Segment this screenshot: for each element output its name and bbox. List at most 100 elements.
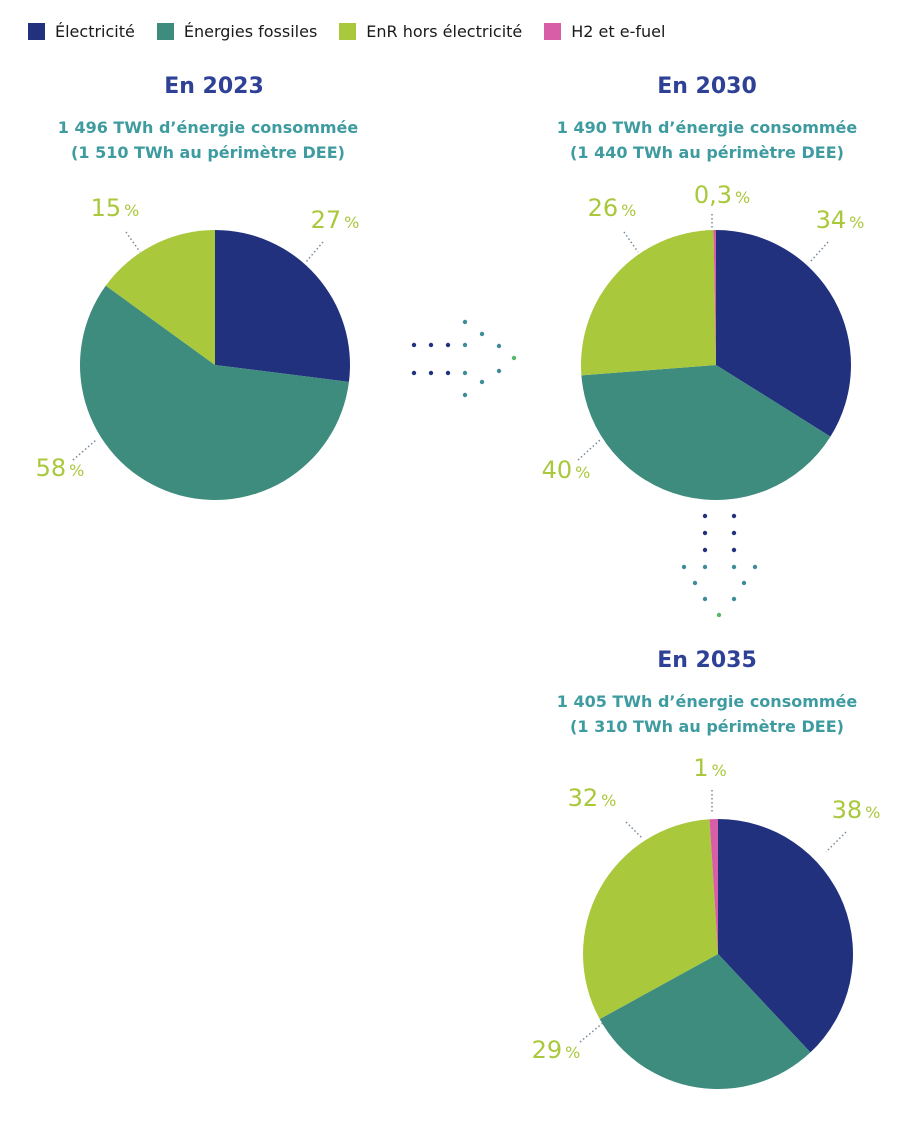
pie-2023-slice-enr: [105, 230, 215, 365]
pie-2023: 27 %58 %15%: [36, 194, 360, 500]
pie-2023-slice-fossiles: [80, 285, 349, 500]
arrow-down-dot: [752, 564, 758, 570]
pie-2035: 38 %29 %32 %1%: [532, 754, 881, 1089]
arrow-down-dot: [702, 564, 708, 570]
chart-subtitle-2035-line2: (1 310 TWh au périmètre DEE): [570, 717, 844, 736]
pie-2035-label-electricite-value: 38: [832, 796, 863, 824]
arrow-right-dot: [462, 392, 468, 398]
arrow-down-dot: [731, 513, 737, 519]
pie-2030-leader-enr: [623, 231, 639, 253]
pie-2030-label-h2-unit: %: [735, 188, 750, 207]
legend-label-fossiles: Énergies fossiles: [183, 22, 318, 41]
chart-subtitle-2030: 1 490 TWh d’énergie consommée (1 440 TWh…: [537, 115, 877, 165]
pie-2023-label-enr-value: 15: [91, 194, 122, 222]
pie-2023-label-enr-unit: %: [124, 201, 139, 220]
legend-swatch-enr: [339, 23, 357, 40]
pie-2023-label-fossiles-unit: %: [69, 461, 84, 480]
legend-item-h2: H2 et e-fuel: [544, 22, 665, 41]
pie-2030-label-enr: 26%: [588, 194, 637, 222]
pie-2030: 34 %40 %26 %0,3%: [542, 181, 865, 500]
arrow-down-dot: [716, 612, 722, 618]
arrow-down-dot: [702, 547, 708, 553]
pie-2023-label-fossiles-value: 58: [36, 454, 67, 482]
pie-2035-leader-electricite: [825, 831, 847, 853]
arrow-down-dot: [731, 596, 737, 602]
pie-2035-label-enr-value: 32: [568, 784, 599, 812]
pie-2023-label-enr: 15%: [91, 194, 140, 222]
arrow-down-dot: [731, 530, 737, 536]
arrow-right-dot: [445, 342, 451, 348]
arrow-down-dot: [692, 580, 698, 586]
chart-subtitle-2023-line1: 1 496 TWh d’énergie consommée: [57, 118, 359, 137]
pie-2030-label-enr-unit: %: [621, 201, 636, 220]
legend-item-fossiles: Énergies fossiles: [156, 22, 318, 41]
legend-swatch-electricite: [28, 23, 45, 40]
arrow-down-dot: [681, 564, 687, 570]
pie-2035-leader-enr: [625, 821, 643, 839]
pie-2030-label-fossiles-value: 40: [542, 456, 573, 484]
arrow-down-dot: [702, 596, 708, 602]
legend-item-enr: EnR hors électricité: [339, 22, 522, 41]
pie-2035-slice-enr: [583, 819, 718, 1020]
pie-2030-leader-electricite: [809, 241, 829, 263]
chart-subtitle-2023: 1 496 TWh d’énergie consommée (1 510 TWh…: [38, 115, 378, 165]
arrow-right-dot: [496, 368, 502, 374]
pie-2035-label-fossiles: 29%: [532, 1036, 581, 1064]
pie-2035-label-fossiles-value: 29: [532, 1036, 563, 1064]
legend-label-h2: H2 et e-fuel: [571, 22, 666, 41]
arrow-right-dot: [462, 319, 468, 325]
arrow-right-dot: [411, 370, 417, 376]
arrow-right-dot: [462, 342, 468, 348]
pie-2030-label-fossiles-unit: %: [575, 463, 590, 482]
chart-subtitle-2030-line1: 1 490 TWh d’énergie consommée: [556, 118, 858, 137]
pie-2023-leader-enr: [125, 231, 141, 253]
pie-2030-slice-h2: [713, 229, 716, 365]
pie-2030-label-h2: 0,3%: [694, 181, 750, 209]
legend: Électricité Énergies fossiles EnR hors é…: [28, 22, 687, 41]
chart-title-2035: En 2035: [657, 648, 757, 673]
arrow-right-dot: [479, 331, 485, 337]
chart-subtitle-2035-line1: 1 405 TWh d’énergie consommée: [556, 692, 858, 711]
chart-subtitle-2030-line2: (1 440 TWh au périmètre DEE): [570, 143, 844, 162]
legend-item-electricite: Électricité: [28, 22, 135, 41]
pie-2035-label-h2-unit: %: [712, 761, 727, 780]
pie-2030-slice-electricite: [716, 230, 851, 437]
arrow-right-dot: [511, 355, 517, 361]
pie-2030-label-electricite-unit: %: [849, 213, 864, 232]
pie-2035-slice-fossiles: [599, 954, 811, 1089]
pie-2030-slice-fossiles: [581, 365, 831, 500]
pie-2023-label-electricite-value: 27: [311, 206, 342, 234]
arrow-down-dot: [741, 580, 747, 586]
chart-subtitle-2035: 1 405 TWh d’énergie consommée (1 310 TWh…: [537, 689, 877, 739]
pie-2035-slice-h2: [709, 819, 718, 954]
pie-2030-leader-fossiles: [577, 439, 601, 461]
arrow-right-dot: [445, 370, 451, 376]
arrow-right-dot: [496, 343, 502, 349]
pie-2035-label-electricite: 38%: [832, 796, 881, 824]
pie-2030-label-electricite: 34%: [816, 206, 865, 234]
pie-2030-label-h2-value: 0,3: [694, 181, 732, 209]
pie-2035-label-enr-unit: %: [601, 791, 616, 810]
pie-2023-label-fossiles: 58%: [36, 454, 85, 482]
pie-2030-label-enr-value: 26: [588, 194, 619, 222]
legend-swatch-fossiles: [156, 23, 174, 40]
arrow-down-dot: [731, 547, 737, 553]
arrow-down-dot: [731, 564, 737, 570]
pie-2035-label-fossiles-unit: %: [565, 1043, 580, 1062]
pie-2030-label-electricite-value: 34: [816, 206, 847, 234]
arrow-right-dot: [428, 342, 434, 348]
pie-2023-leader-fossiles: [72, 439, 97, 461]
chart-subtitle-2023-line2: (1 510 TWh au périmètre DEE): [71, 143, 345, 162]
pie-2035-label-h2: 1%: [693, 754, 726, 782]
arrow-right-dot: [479, 379, 485, 385]
arrow-down-dot: [702, 530, 708, 536]
pie-2023-label-electricite: 27%: [311, 206, 360, 234]
arrow-right-dot: [411, 342, 417, 348]
pie-2023-slice-electricite: [215, 230, 351, 382]
pie-2023-leader-electricite: [305, 241, 324, 263]
pie-2035-label-electricite-unit: %: [865, 803, 880, 822]
legend-label-electricite: Électricité: [55, 22, 135, 41]
chart-title-2023: En 2023: [164, 74, 264, 99]
pie-2030-label-fossiles: 40%: [542, 456, 591, 484]
